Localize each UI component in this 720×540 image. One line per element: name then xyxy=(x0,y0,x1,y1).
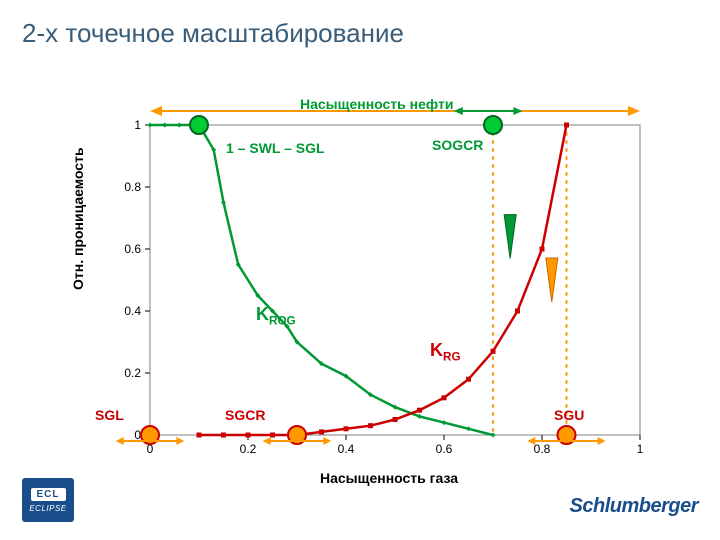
svg-text:0.8: 0.8 xyxy=(124,180,141,194)
svg-text:0.6: 0.6 xyxy=(124,242,141,256)
schlumberger-logo: Schlumberger xyxy=(570,495,698,518)
svg-text:1: 1 xyxy=(134,118,141,132)
slide-title: 2-х точечное масштабирование xyxy=(22,18,404,49)
svg-text:0.8: 0.8 xyxy=(534,442,551,456)
svg-text:0.4: 0.4 xyxy=(338,442,355,456)
slide-root: { "title": "2-х точечное масштабирование… xyxy=(0,0,720,540)
label-sgcr: SGCR xyxy=(225,407,265,423)
label-sogcr: SOGCR xyxy=(432,137,483,153)
y-axis-label: Отн. проницаемость xyxy=(70,147,86,290)
svg-text:0.4: 0.4 xyxy=(124,304,141,318)
eclipse-logo-top: ECL xyxy=(31,488,66,501)
svg-text:0.6: 0.6 xyxy=(436,442,453,456)
oil-saturation-label: Насыщенность нефти xyxy=(300,96,453,112)
svg-text:0.2: 0.2 xyxy=(240,442,257,456)
svg-text:0.2: 0.2 xyxy=(124,366,141,380)
svg-text:1: 1 xyxy=(637,442,644,456)
eclipse-logo-bottom: ECLIPSE xyxy=(29,504,66,513)
label-1-swl-sgl: 1 – SWL – SGL xyxy=(226,140,325,156)
label-krog: KROG xyxy=(256,304,296,328)
label-sgu: SGU xyxy=(554,407,584,423)
eclipse-logo: ECL ECLIPSE xyxy=(22,478,74,522)
label-sgl: SGL xyxy=(95,407,124,423)
label-krg: KRG xyxy=(430,340,461,364)
